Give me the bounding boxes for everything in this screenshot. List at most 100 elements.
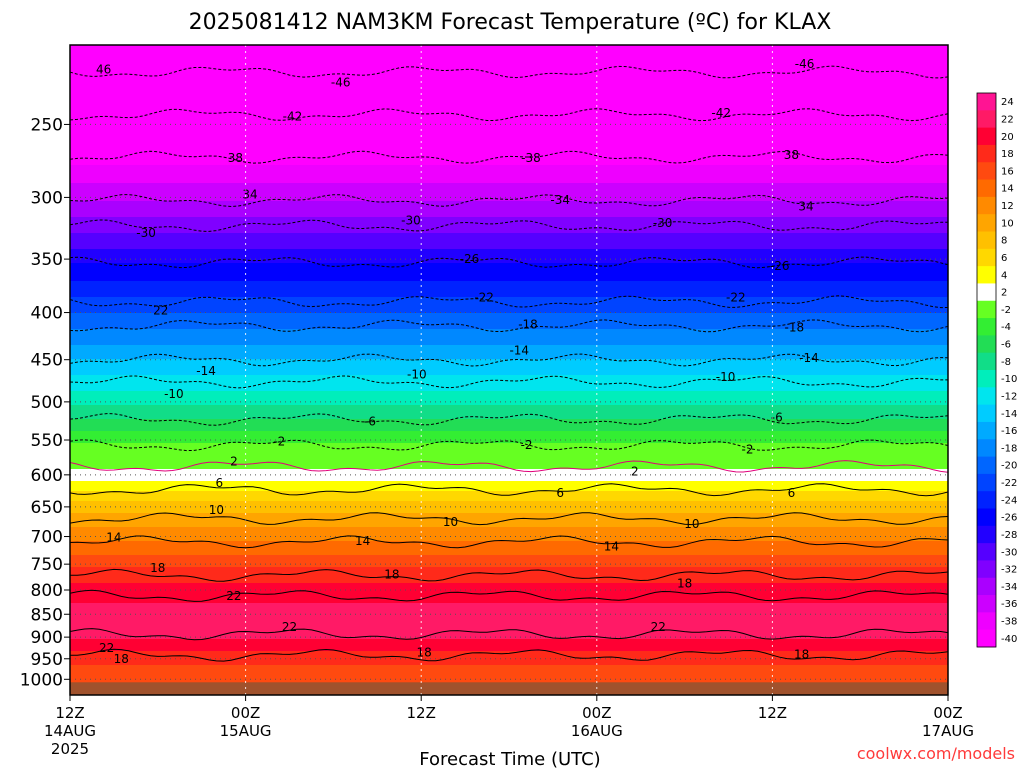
temperature-band	[70, 371, 948, 374]
colorbar-label: 24	[1001, 97, 1014, 108]
credit-text: coolwx.com/models	[857, 744, 1015, 763]
temperature-band	[70, 463, 948, 466]
temperature-band	[70, 571, 948, 574]
temperature-band	[70, 301, 948, 304]
contour-label: 34	[242, 188, 257, 202]
temperature-band	[70, 125, 948, 128]
temperature-band	[70, 443, 948, 446]
x-tick-label: 12Z	[55, 704, 84, 722]
x-tick-label: 15AUG	[220, 722, 272, 740]
colorbar-label: -28	[1001, 530, 1017, 541]
temperature-band	[70, 299, 948, 302]
temperature-band	[70, 599, 948, 602]
colorbar-label: -40	[1001, 634, 1017, 645]
colorbar-label: -38	[1001, 617, 1017, 628]
temperature-band	[70, 589, 948, 592]
temperature-band	[70, 85, 948, 88]
colorbar-label: 6	[1001, 253, 1007, 264]
temperature-band	[70, 493, 948, 496]
temperature-band	[70, 415, 948, 418]
temperature-band	[70, 399, 948, 402]
temperature-band	[70, 127, 948, 130]
temperature-band	[70, 621, 948, 624]
temperature-band	[70, 333, 948, 336]
temperature-band	[70, 67, 948, 70]
temperature-band	[70, 271, 948, 274]
y-tick-label: 650	[31, 498, 63, 518]
temperature-band	[70, 267, 948, 270]
temperature-band	[70, 91, 948, 94]
temperature-band	[70, 565, 948, 568]
temperature-band	[70, 337, 948, 340]
temperature-band	[70, 633, 948, 636]
temperature-band	[70, 47, 948, 50]
temperature-band	[70, 139, 948, 142]
temperature-band	[70, 197, 948, 200]
temperature-band	[70, 339, 948, 342]
temperature-band	[70, 59, 948, 62]
isotherm-line	[70, 375, 948, 389]
temperature-band	[70, 427, 948, 430]
temperature-band	[70, 249, 948, 252]
colorbar-label: -18	[1001, 443, 1017, 454]
temperature-band	[70, 213, 948, 216]
temperature-band	[70, 451, 948, 454]
colorbar-label: -16	[1001, 426, 1017, 437]
temperature-band	[70, 135, 948, 138]
contour-label: -14	[509, 344, 529, 358]
temperature-band	[70, 397, 948, 400]
temperature-band	[70, 607, 948, 610]
temperature-band	[70, 225, 948, 228]
temperature-band	[70, 101, 948, 104]
temperature-band	[70, 307, 948, 310]
chart-title: 2025081412 NAM3KM Forecast Temperature (…	[189, 10, 832, 35]
colorbar-label: -26	[1001, 513, 1017, 524]
temperature-band	[70, 369, 948, 372]
colorbar-swatch	[977, 456, 996, 475]
temperature-band	[70, 217, 948, 220]
temperature-band	[70, 293, 948, 296]
temperature-bands	[70, 45, 948, 695]
temperature-band	[70, 623, 948, 626]
temperature-band	[70, 601, 948, 604]
temperature-band	[70, 263, 948, 266]
temperature-band	[70, 445, 948, 448]
contour-label: -22	[726, 290, 746, 304]
isotherm-line	[70, 219, 948, 232]
colorbar-label: -2	[1001, 305, 1011, 316]
temperature-band	[70, 609, 948, 612]
temperature-band	[70, 585, 948, 588]
colorbar-swatch	[977, 387, 996, 406]
temperature-band	[70, 209, 948, 212]
contour-label: -18	[518, 317, 538, 331]
contour-label: 2	[230, 454, 238, 468]
temperature-band	[70, 273, 948, 276]
temperature-band	[70, 279, 948, 282]
temperature-band	[70, 193, 948, 196]
temperature-band	[70, 605, 948, 608]
temperature-band	[70, 107, 948, 110]
temperature-band	[70, 635, 948, 638]
colorbar-swatch	[977, 612, 996, 631]
temperature-band	[70, 661, 948, 664]
temperature-band	[70, 163, 948, 166]
temperature-band	[70, 441, 948, 444]
temperature-band	[70, 503, 948, 506]
temperature-band	[70, 361, 948, 364]
colorbar-swatch	[977, 577, 996, 596]
temperature-band	[70, 233, 948, 236]
temperature-band	[70, 357, 948, 360]
temperature-band	[70, 343, 948, 346]
colorbar-swatch	[977, 352, 996, 371]
y-tick-label: 700	[31, 528, 63, 548]
contour-label: -14	[799, 351, 819, 365]
temperature-band	[70, 109, 948, 112]
temperature-band	[70, 425, 948, 428]
temperature-band	[70, 485, 948, 488]
temperature-band	[70, 157, 948, 160]
temperature-band	[70, 281, 948, 284]
temperature-band	[70, 645, 948, 648]
temperature-band	[70, 365, 948, 368]
temperature-band	[70, 145, 948, 148]
temperature-band	[70, 331, 948, 334]
